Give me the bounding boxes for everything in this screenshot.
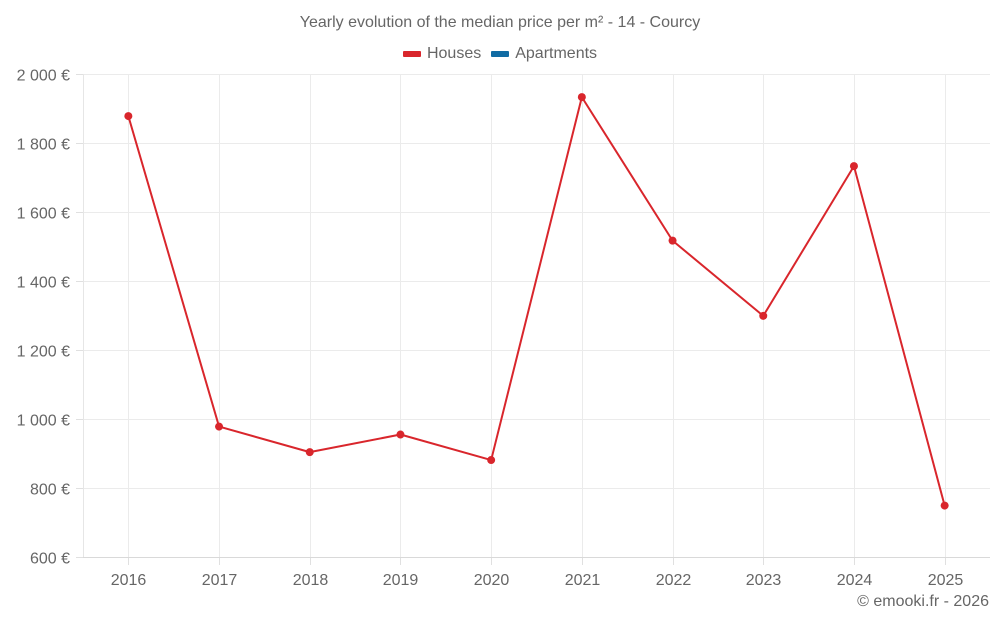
data-point[interactable]: [940, 501, 949, 510]
data-point[interactable]: [215, 422, 224, 431]
y-tick-label: 1 000 €: [17, 413, 70, 430]
x-tick-label: 2021: [565, 572, 601, 589]
legend-label-houses: Houses: [426, 45, 482, 62]
credit-watermark: © emooki.fr - 2026: [857, 593, 989, 610]
y-tick-label: 1 400 €: [17, 275, 70, 292]
chart-legend: Houses Apartments: [0, 45, 1000, 63]
y-tick-label: 800 €: [30, 482, 70, 499]
data-point[interactable]: [396, 430, 405, 439]
y-tick-label: 1 800 €: [17, 137, 70, 154]
legend-label-apartments: Apartments: [515, 45, 598, 62]
y-tick-label: 1 200 €: [17, 344, 70, 361]
data-point[interactable]: [668, 236, 677, 245]
axes: 600 € 800 € 1 000 € 1 200 € 1 400 € 1 600 € 1 …: [17, 68, 990, 589]
legend-item-apartments[interactable]: Apartments: [491, 45, 597, 63]
legend-item-houses[interactable]: Houses: [402, 45, 482, 63]
x-tick-label: 2025: [928, 572, 964, 589]
series-houses: [124, 93, 949, 510]
chart-title: Yearly evolution of the median price per…: [299, 14, 701, 31]
data-point[interactable]: [487, 456, 496, 465]
x-tick-label: 2018: [293, 572, 329, 589]
data-point[interactable]: [849, 162, 858, 171]
x-tick-label: 2019: [383, 572, 419, 589]
y-tick-label: 1 600 €: [17, 206, 70, 223]
houses-swatch-icon: [402, 51, 421, 57]
houses-line: [127, 96, 946, 506]
x-tick-label: 2024: [837, 572, 873, 589]
y-tick-label: 600 €: [30, 551, 70, 568]
x-tick-label: 2020: [474, 572, 510, 589]
y-tick-label: 2 000 €: [17, 68, 70, 85]
data-point[interactable]: [124, 112, 133, 121]
x-tick-label: 2023: [746, 572, 782, 589]
apartments-swatch-icon: [491, 51, 510, 57]
data-point[interactable]: [577, 93, 586, 102]
x-tick-label: 2017: [202, 572, 238, 589]
data-point[interactable]: [305, 448, 314, 457]
gridlines: [83, 74, 990, 557]
x-tick-label: 2022: [656, 572, 692, 589]
data-point[interactable]: [759, 311, 768, 320]
x-tick-label: 2016: [111, 572, 147, 589]
